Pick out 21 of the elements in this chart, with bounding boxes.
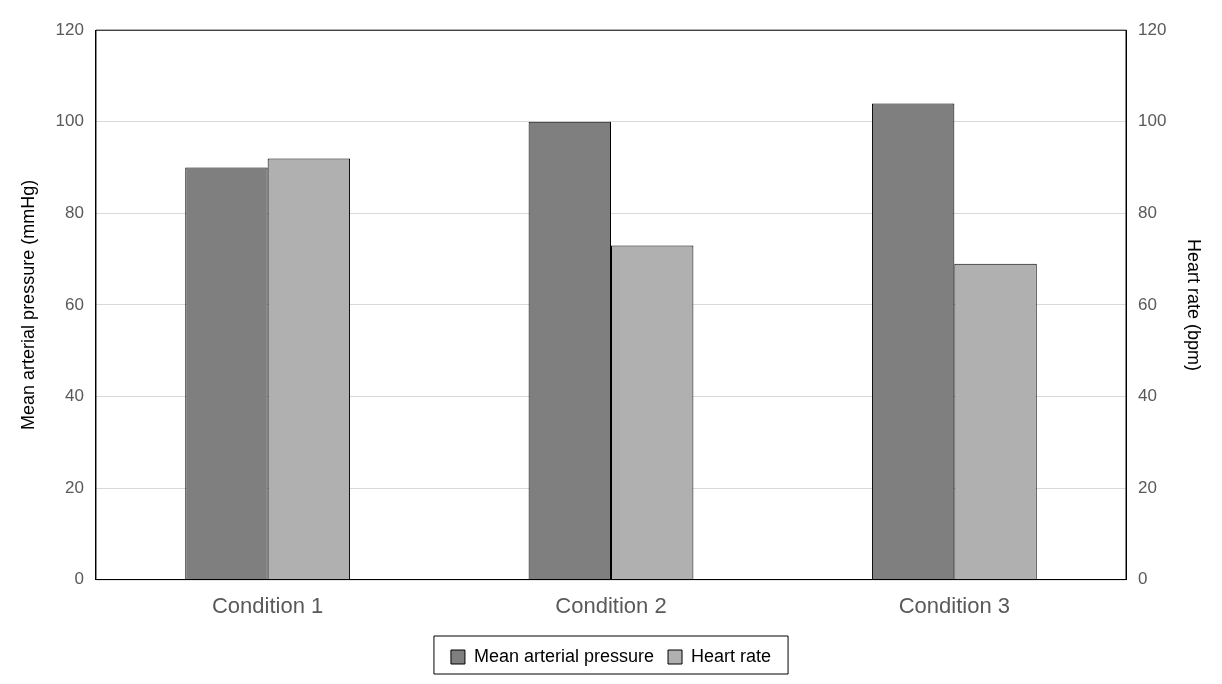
y2-tick-label: 0 bbox=[1138, 569, 1148, 589]
y-tick-label: 120 bbox=[55, 19, 84, 39]
y2-tick-label: 100 bbox=[1138, 111, 1167, 131]
y2-tick-label: 60 bbox=[1138, 294, 1157, 314]
y-axis-title: Mean arterial pressure (mmHg) bbox=[17, 179, 38, 430]
y-tick-label: 60 bbox=[65, 294, 84, 314]
y2-axis-title: Heart rate (bpm) bbox=[1184, 238, 1205, 371]
y2-tick-label: 80 bbox=[1138, 203, 1157, 223]
y-tick-label: 0 bbox=[74, 569, 84, 589]
legend-label: Mean arterial pressure bbox=[473, 645, 655, 666]
x-tick-label: Condition 3 bbox=[898, 592, 1011, 618]
y-tick-label: 40 bbox=[65, 386, 84, 406]
y-tick-label: 100 bbox=[55, 111, 84, 131]
x-tick-label: Condition 1 bbox=[211, 592, 324, 618]
y2-tick-label: 20 bbox=[1138, 477, 1157, 497]
y-tick-label: 20 bbox=[65, 477, 84, 497]
legend-label: Heart rate bbox=[691, 645, 772, 666]
y2-tick-label: 120 bbox=[1138, 19, 1167, 39]
x-tick-label: Condition 2 bbox=[555, 592, 667, 618]
y2-tick-label: 40 bbox=[1138, 386, 1157, 406]
y-tick-label: 80 bbox=[65, 203, 84, 223]
